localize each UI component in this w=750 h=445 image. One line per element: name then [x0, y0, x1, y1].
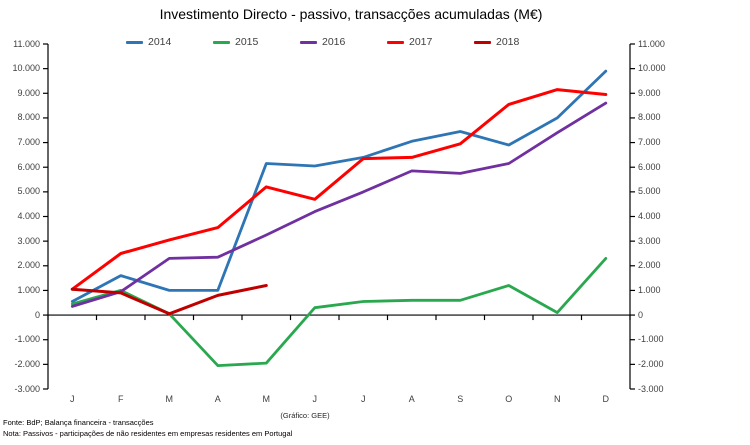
y-tick-label: 4.000	[638, 211, 661, 221]
y-tick-label: -2.000	[638, 358, 664, 369]
x-tick-label-month: F	[118, 394, 124, 404]
legend-label: 2018	[496, 36, 520, 48]
series-line-2018	[70, 284, 268, 316]
y-tick-label: 10.000	[12, 63, 40, 74]
y-tick-label: 9.000	[638, 87, 661, 98]
legend-label: 2016	[322, 36, 346, 48]
x-tick-label-month: A	[214, 394, 221, 404]
y-tick-label: 2.000	[638, 260, 661, 271]
x-tick-label-month: S	[457, 394, 464, 404]
x-tick-label-month: A	[408, 394, 415, 404]
x-tick-label-month: J	[312, 394, 318, 404]
legend-item-2016: 2016	[300, 35, 345, 49]
legend-item-2015: 2015	[213, 35, 258, 49]
series-line-2016	[70, 101, 608, 308]
y-tick-label: -1.000	[14, 334, 40, 345]
y-tick-label: 2.000	[17, 260, 40, 271]
y-tick-label: 11.000	[13, 38, 40, 49]
legend-item-2017: 2017	[387, 35, 432, 49]
y-tick-label: 4.000	[17, 211, 40, 221]
legend-line-swatch-2014	[126, 40, 143, 44]
y-tick-label: 8.000	[638, 112, 661, 123]
y-tick-label: -1.000	[638, 334, 664, 345]
y-tick-label: -2.000	[14, 358, 40, 369]
legend-line-swatch-2015	[213, 40, 230, 44]
y-tick-label: -3.000	[638, 383, 664, 394]
y-tick-label: 10.000	[638, 63, 666, 74]
legend-item-2014: 2014	[126, 35, 171, 49]
legend: 2014 2015 2016 2017 2018	[0, 35, 750, 49]
y-tick-label: 3.000	[638, 235, 661, 246]
x-tick-label-month: M	[262, 394, 271, 404]
legend-line-swatch-2017	[387, 40, 404, 44]
y-tick-label: 6.000	[17, 161, 40, 172]
x-tick-label-month: M	[165, 394, 174, 404]
y-tick-label: 9.000	[17, 87, 40, 98]
chart-title: Investimento Directo - passivo, transacç…	[159, 6, 543, 22]
y-tick-label: 1.000	[17, 284, 40, 295]
legend-line-swatch-2016	[300, 40, 317, 44]
y-tick-label: 0	[34, 309, 40, 320]
y-tick-label: 0	[638, 309, 644, 320]
legend-label: 2017	[409, 36, 433, 48]
y-tick-label: 8.000	[17, 112, 40, 123]
y-tick-label: 5.000	[17, 186, 40, 197]
legend-label: 2014	[148, 36, 172, 48]
x-tick-label-month: D	[602, 394, 610, 404]
legend-label: 2015	[235, 36, 259, 48]
series-line-2014	[70, 69, 608, 303]
series-line-2015	[70, 256, 608, 368]
x-tick-label-month: J	[361, 394, 366, 404]
legend-line-swatch-2018	[474, 40, 491, 44]
y-tick-label: 5.000	[638, 186, 661, 197]
y-tick-label: 3.000	[17, 235, 40, 246]
definition-note: Nota: Passivos - participações de não re…	[3, 429, 293, 438]
legend-item-2018: 2018	[474, 35, 519, 49]
y-tick-label: 7.000	[638, 137, 661, 148]
series-line-2017	[70, 88, 608, 291]
y-tick-label: -3.000	[14, 383, 40, 394]
x-tick-label-month: N	[554, 394, 561, 404]
y-tick-label: 6.000	[638, 161, 661, 172]
source-note: Fonte: BdP; Balança financeira - transac…	[3, 418, 154, 427]
grafico-gee-note: (Gráfico: GEE)	[280, 411, 330, 420]
y-tick-label: 11.000	[638, 38, 665, 49]
x-tick-label-month: O	[505, 394, 513, 404]
y-tick-label: 1.000	[638, 284, 661, 295]
x-tick-label-month: J	[70, 394, 75, 404]
y-tick-label: 7.000	[17, 137, 40, 148]
